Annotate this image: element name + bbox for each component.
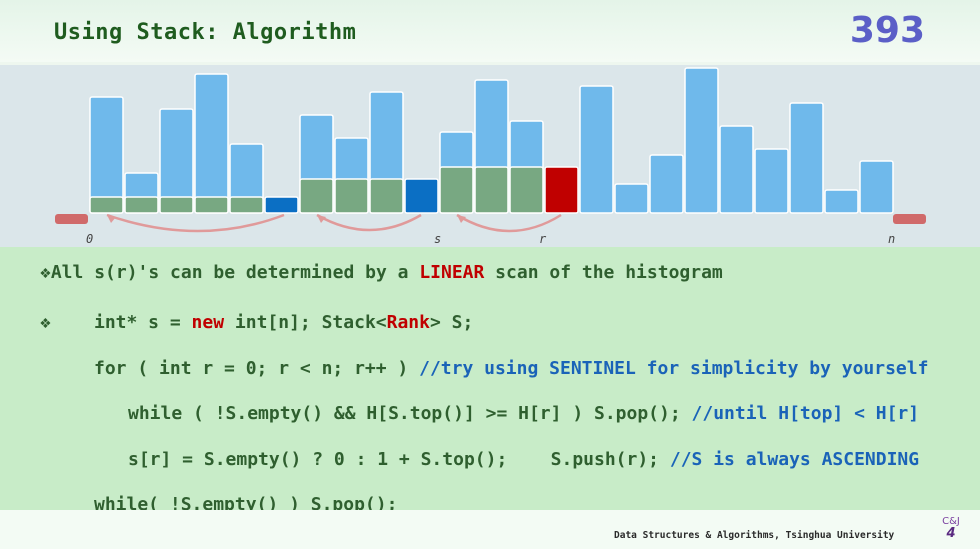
code-line-2: int* s = new int[n]; Stack<Rank> S;: [94, 312, 473, 333]
bar-top: [614, 183, 649, 214]
histogram-bar: [649, 154, 684, 214]
histogram-bar: [509, 120, 544, 214]
line2-kw1: new: [191, 312, 225, 333]
histogram-bar: [754, 148, 789, 214]
arc-2-arrow: [317, 215, 326, 223]
footer-text: Data Structures & Algorithms, Tsinghua U…: [614, 530, 895, 541]
slide-title: Using Stack: Algorithm: [54, 20, 357, 45]
cj-logo: C&J 4: [938, 516, 964, 544]
histogram-bar: [859, 160, 894, 214]
bar-top: [754, 148, 789, 214]
bar-base: [89, 196, 124, 214]
histogram-bar: [719, 125, 754, 214]
label-zero: 0: [86, 232, 93, 246]
histogram-bar: [824, 189, 859, 214]
arc-1-arrow: [107, 215, 116, 223]
logo-mark: 4: [946, 526, 956, 541]
histogram-bar: [614, 183, 649, 214]
bar-base: [229, 196, 264, 214]
line4-code: while ( !S.empty() && H[S.top()] >= H[r]…: [128, 403, 692, 424]
right-sentinel: [893, 214, 926, 224]
histogram-bar: [439, 131, 474, 214]
histogram-bar: [544, 166, 579, 214]
bullet-line-1: ❖All s(r)'s can be determined by a LINEA…: [40, 262, 723, 283]
arc-3: [456, 213, 562, 233]
bar-base: [124, 196, 159, 214]
line5-code: s[r] = S.empty() ? 0 : 1 + S.top(); S.pu…: [128, 449, 670, 470]
bar-base: [299, 178, 334, 214]
histogram-bar: [299, 114, 334, 214]
line2-b: int[n]; Stack<: [224, 312, 387, 333]
bar-top: [579, 85, 614, 214]
bar-top: [684, 67, 719, 214]
line5-comment: //S is always ASCENDING: [669, 449, 920, 470]
histogram-bar: [334, 137, 369, 214]
bar-base: [159, 196, 194, 214]
bar-top: [789, 102, 824, 214]
line2-a: int* s =: [94, 312, 192, 333]
bar-top: [859, 160, 894, 214]
bullet-icon-2: ❖: [40, 312, 51, 333]
bar-top: [194, 73, 229, 214]
arc-3-arrow: [457, 215, 466, 223]
bar-top: [649, 154, 684, 214]
line3-code: for ( int r = 0; r < n; r++ ): [94, 358, 420, 379]
bar-base: [509, 166, 544, 214]
histogram-bar: [369, 91, 404, 214]
histogram-bar: [194, 73, 229, 214]
arc-1: [106, 213, 285, 233]
bar-base: [474, 166, 509, 214]
histogram-bar: [229, 143, 264, 214]
line1-text-b: scan of the histogram: [484, 262, 723, 283]
line4-comment: //until H[top] < H[r]: [691, 403, 920, 424]
arc-2: [316, 213, 422, 232]
logo-text: C&J: [942, 516, 960, 527]
code-line-6: while( !S.empty() ) S.pop();: [94, 494, 398, 515]
bar-base: [194, 196, 229, 214]
content-area: ❖All s(r)'s can be determined by a LINEA…: [0, 247, 980, 515]
header-bar: Using Stack: Algorithm 393: [0, 0, 980, 62]
bar-top: [404, 178, 439, 214]
bar-top: [719, 125, 754, 214]
bar-top: [544, 166, 579, 214]
histogram-bar: [404, 178, 439, 214]
line1-keyword: LINEAR: [419, 262, 485, 283]
bar-base: [369, 178, 404, 214]
histogram-bar: [579, 85, 614, 214]
bar-top: [89, 96, 124, 214]
bar-top: [824, 189, 859, 214]
bars-layer: [89, 67, 894, 214]
bar-top: [264, 196, 299, 214]
histogram-panel: 0 s r n: [0, 65, 980, 247]
code-line-3: for ( int r = 0; r < n; r++ ) //try usin…: [94, 358, 928, 379]
label-n: n: [888, 232, 895, 246]
code-line-5: s[r] = S.empty() ? 0 : 1 + S.top(); S.pu…: [128, 449, 919, 470]
histogram-bar: [124, 172, 159, 214]
bar-base: [334, 178, 369, 214]
page-number: 393: [849, 10, 925, 51]
histogram-bar: [89, 96, 124, 214]
line2-kw2: Rank: [386, 312, 430, 333]
label-r: r: [539, 232, 547, 246]
bar-base: [439, 166, 474, 214]
line3-comment: //try using SENTINEL for simplicity by y…: [419, 358, 929, 379]
bullet-icon: ❖: [40, 262, 51, 283]
code-line-4: while ( !S.empty() && H[S.top()] >= H[r]…: [128, 403, 919, 424]
footer-bar: [0, 510, 980, 549]
left-sentinel: [55, 214, 88, 224]
histogram-diagram: 0 s r n: [55, 67, 926, 246]
line2-c: > S;: [429, 312, 474, 333]
histogram-bar: [474, 79, 509, 214]
histogram-bar: [264, 196, 299, 214]
histogram-bar: [159, 108, 194, 214]
histogram-bar: [789, 102, 824, 214]
line1-text-a: All s(r)'s can be determined by a: [50, 262, 420, 283]
histogram-bar: [684, 67, 719, 214]
label-s: s: [434, 232, 441, 246]
